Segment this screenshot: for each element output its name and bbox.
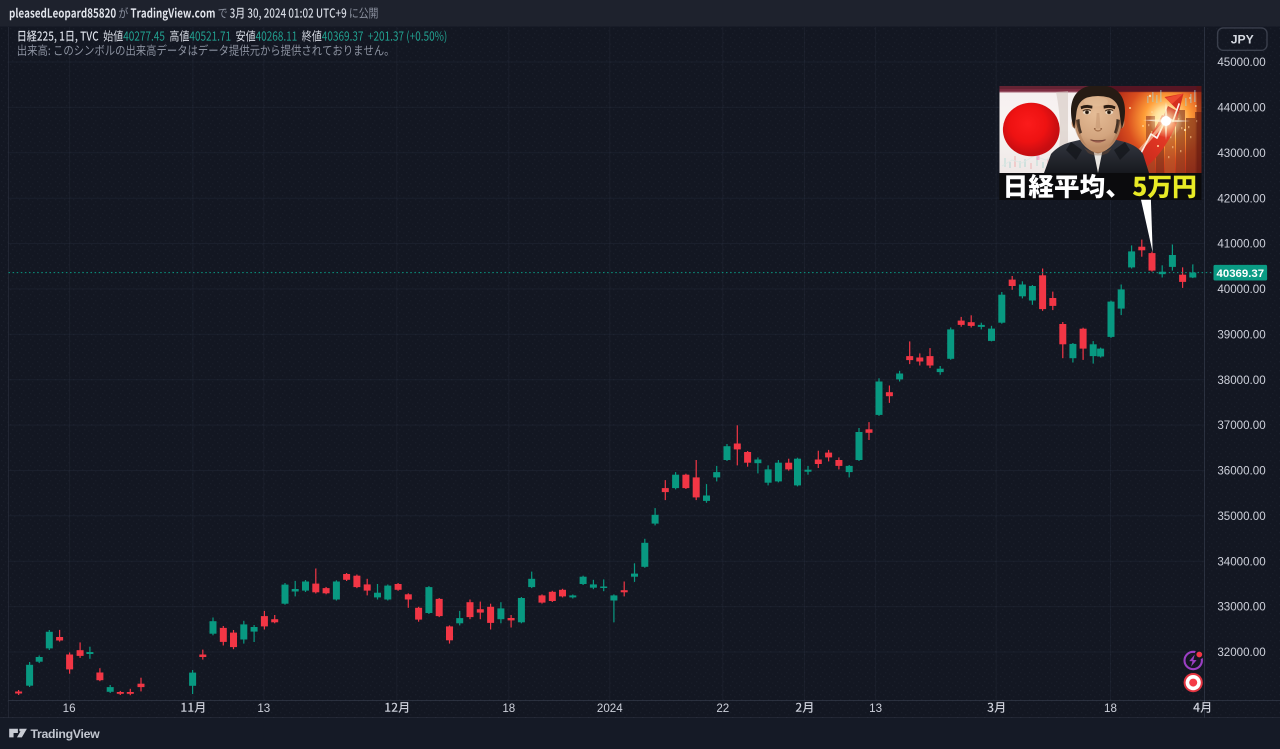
svg-text:44000.00: 44000.00 — [1217, 102, 1265, 115]
svg-text:34000.00: 34000.00 — [1217, 555, 1265, 568]
svg-text:40369.37: 40369.37 — [1217, 268, 1265, 280]
svg-text:37000.00: 37000.00 — [1217, 419, 1265, 432]
svg-text:16: 16 — [63, 702, 76, 715]
svg-text:42000.00: 42000.00 — [1217, 192, 1265, 205]
svg-text:45000.00: 45000.00 — [1217, 56, 1265, 69]
svg-text:39000.00: 39000.00 — [1217, 328, 1265, 341]
svg-text:38000.00: 38000.00 — [1217, 374, 1265, 387]
svg-text:40000.00: 40000.00 — [1217, 283, 1265, 296]
svg-text:18: 18 — [1104, 702, 1117, 715]
svg-text:JPY: JPY — [1231, 32, 1254, 46]
svg-text:TradingView: TradingView — [31, 727, 101, 741]
svg-text:18: 18 — [502, 702, 515, 715]
svg-text:43000.00: 43000.00 — [1217, 147, 1265, 160]
svg-text:33000.00: 33000.00 — [1217, 601, 1265, 614]
svg-text:2024: 2024 — [597, 702, 623, 715]
svg-text:41000.00: 41000.00 — [1217, 238, 1265, 251]
svg-text:22: 22 — [716, 702, 729, 715]
svg-text:36000.00: 36000.00 — [1217, 465, 1265, 478]
svg-text:13: 13 — [257, 702, 270, 715]
svg-text:13: 13 — [869, 702, 882, 715]
svg-text:35000.00: 35000.00 — [1217, 510, 1265, 523]
svg-text:32000.00: 32000.00 — [1217, 646, 1265, 659]
